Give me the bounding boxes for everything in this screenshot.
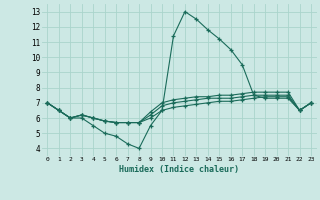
X-axis label: Humidex (Indice chaleur): Humidex (Indice chaleur)	[119, 165, 239, 174]
